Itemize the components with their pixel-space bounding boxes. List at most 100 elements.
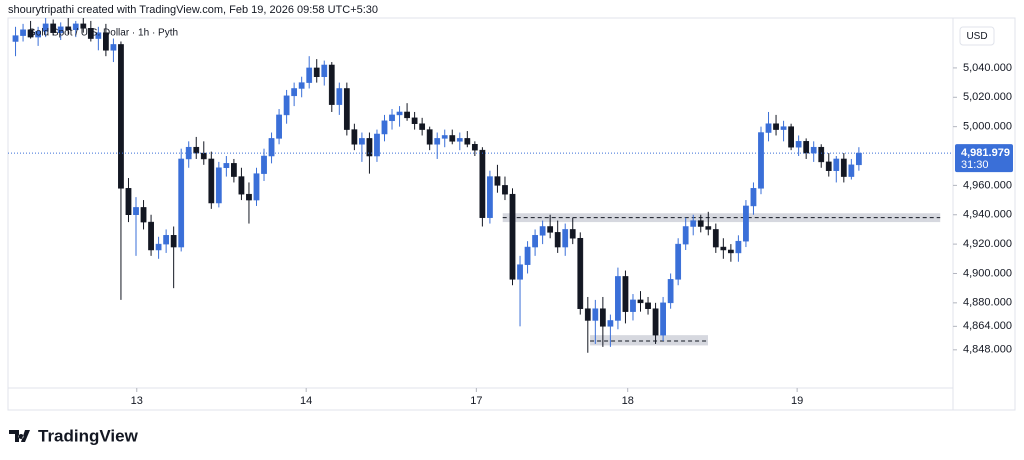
candle-body bbox=[389, 114, 395, 122]
y-tick-label: 4,920.000 bbox=[963, 238, 1012, 250]
candle-body bbox=[351, 129, 358, 145]
countdown: 31:30 bbox=[961, 159, 989, 171]
candle-body bbox=[276, 114, 282, 139]
x-tick-label: 14 bbox=[300, 395, 312, 407]
candle-body bbox=[155, 243, 162, 251]
x-tick-label: 19 bbox=[791, 395, 803, 407]
candle-body bbox=[584, 308, 591, 321]
candle-body bbox=[720, 246, 727, 251]
candle-body bbox=[20, 29, 26, 36]
x-tick-label: 17 bbox=[470, 395, 482, 407]
candle-body bbox=[487, 176, 493, 218]
candle-body bbox=[87, 28, 94, 39]
candle-body bbox=[682, 226, 689, 245]
candle-body bbox=[12, 35, 19, 42]
candle-body bbox=[667, 279, 674, 304]
candle-body bbox=[471, 144, 478, 151]
logo-icon bbox=[9, 430, 30, 442]
candle-body bbox=[343, 88, 350, 130]
candle-body bbox=[434, 138, 441, 145]
candle-body bbox=[163, 235, 170, 245]
candle-body bbox=[607, 320, 614, 327]
candle-body bbox=[622, 276, 629, 312]
candle-body bbox=[231, 163, 237, 177]
candle-body bbox=[569, 229, 576, 239]
candle-body bbox=[456, 138, 463, 142]
candle-body bbox=[426, 129, 433, 145]
candle-body bbox=[419, 123, 426, 130]
y-tick-label: 4,940.000 bbox=[963, 209, 1012, 221]
candle-body bbox=[148, 221, 154, 251]
symbol-legend: Gold Spot / U.S. Dollar · 1h · Pyth bbox=[28, 28, 178, 39]
plot bbox=[12, 18, 941, 353]
candle-body bbox=[57, 26, 64, 33]
candle-body bbox=[238, 176, 245, 195]
candle-body bbox=[464, 138, 471, 145]
candle-body bbox=[396, 111, 403, 116]
brand: TradingView bbox=[38, 426, 139, 445]
candle-body bbox=[675, 243, 682, 280]
candle-body bbox=[381, 120, 388, 135]
candle-body bbox=[359, 138, 365, 145]
candle-body bbox=[637, 299, 644, 304]
y-tick-label: 4,864.000 bbox=[963, 320, 1012, 332]
candle-body bbox=[65, 26, 72, 30]
candle-body bbox=[758, 132, 764, 189]
candle-body bbox=[554, 232, 561, 248]
candle-body bbox=[848, 164, 855, 177]
candle-body bbox=[223, 163, 230, 169]
candle-body bbox=[208, 158, 215, 204]
candle-body bbox=[532, 235, 538, 248]
currency-box[interactable] bbox=[959, 26, 995, 46]
candle-body bbox=[660, 302, 666, 336]
candle-body bbox=[336, 88, 343, 105]
candle-body bbox=[291, 88, 298, 97]
candle-body bbox=[592, 308, 599, 321]
candle-body bbox=[268, 138, 275, 157]
candle-body bbox=[170, 235, 177, 248]
candle-body bbox=[404, 111, 410, 119]
candle-body bbox=[630, 299, 636, 312]
candle-body bbox=[539, 226, 546, 236]
candle-body bbox=[645, 302, 651, 309]
candle-body bbox=[765, 123, 772, 133]
candle-body bbox=[215, 167, 222, 204]
candle-body bbox=[80, 23, 87, 29]
candle-body bbox=[321, 64, 328, 77]
candle-body bbox=[840, 158, 847, 177]
candle-body bbox=[509, 193, 516, 280]
candle-body bbox=[298, 82, 305, 89]
candle-body bbox=[773, 123, 779, 130]
tradingview-logo: TradingView bbox=[9, 426, 139, 445]
y-tick-label: 4,900.000 bbox=[963, 267, 1012, 279]
candle-body bbox=[246, 193, 252, 201]
candle-body bbox=[743, 205, 749, 242]
candle-body bbox=[35, 30, 42, 38]
candle-body bbox=[50, 23, 57, 33]
candle-body bbox=[750, 188, 757, 207]
candle-body bbox=[562, 229, 569, 248]
candle-body bbox=[825, 161, 832, 171]
candle-body bbox=[261, 155, 267, 174]
currency[interactable]: USD bbox=[966, 31, 987, 42]
y-tick-label: 5,040.000 bbox=[963, 62, 1012, 74]
y-tick-label: 4,880.000 bbox=[963, 297, 1012, 309]
last-price-label: 4,981.979 bbox=[961, 147, 1010, 159]
candle-body bbox=[283, 95, 290, 116]
candle-body bbox=[712, 229, 719, 248]
candle-body bbox=[697, 220, 704, 227]
candle-body bbox=[374, 133, 380, 157]
candle-body bbox=[95, 32, 102, 39]
y-tick-label: 5,000.000 bbox=[963, 121, 1012, 133]
candle-body bbox=[810, 146, 817, 154]
candle-body bbox=[517, 264, 523, 280]
candle-body bbox=[200, 152, 207, 160]
candle-body bbox=[133, 207, 139, 215]
candle-body bbox=[42, 23, 49, 32]
candle-body bbox=[449, 135, 456, 142]
candle-body bbox=[735, 240, 742, 254]
candle-body bbox=[788, 126, 794, 148]
candle-body bbox=[502, 185, 508, 195]
candle-body bbox=[652, 308, 659, 336]
candle-body bbox=[494, 176, 501, 186]
